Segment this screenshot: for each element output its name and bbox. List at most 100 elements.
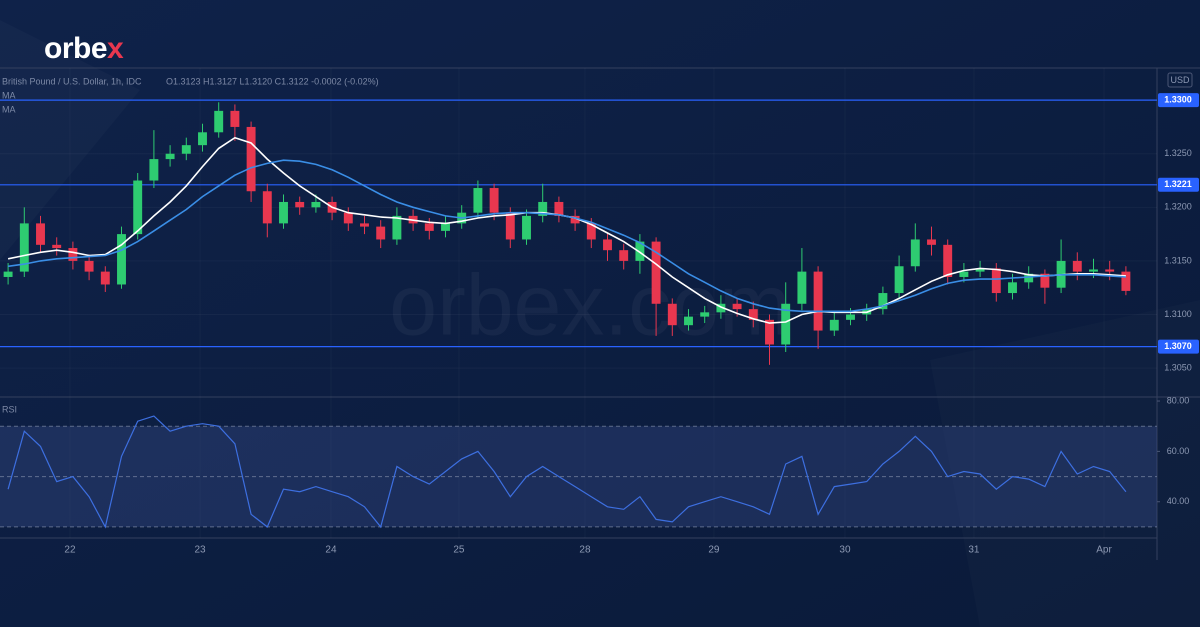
candle-body — [1072, 260, 1082, 272]
x-tick-label: Apr — [1096, 545, 1112, 556]
indicator-label: MA — [2, 104, 16, 114]
candle-body — [149, 159, 159, 181]
candle-body — [732, 303, 742, 310]
level-tag — [1158, 339, 1199, 354]
candle-body — [651, 241, 661, 304]
candle-body — [538, 201, 548, 216]
candle-body — [279, 201, 288, 224]
candle-body — [1121, 271, 1131, 291]
y-tick-label: 1.3050 — [1164, 362, 1192, 372]
candle-body — [1089, 269, 1098, 272]
y-tick-label: 60.00 — [1167, 446, 1190, 456]
candle-body — [910, 239, 920, 267]
candle-body — [1040, 273, 1050, 288]
candle-body — [684, 316, 693, 326]
watermark: orbex.com — [389, 258, 791, 354]
candle-body — [975, 268, 985, 272]
y-tick-label: 1.3150 — [1164, 255, 1192, 265]
indicator-label: RSI — [2, 404, 17, 414]
x-tick-label: 25 — [453, 545, 465, 556]
candle-body — [991, 268, 1001, 294]
candle-body — [846, 314, 855, 320]
candle-body — [1008, 282, 1017, 294]
candle-body — [343, 212, 353, 224]
candle-body — [133, 180, 143, 235]
candle-body — [19, 223, 29, 272]
candle-body — [52, 244, 62, 249]
indicator-label: MA — [2, 90, 16, 100]
candle-body — [165, 153, 175, 160]
candle-body — [797, 271, 807, 304]
candle-body — [36, 223, 45, 245]
y-tick-label: 1.3250 — [1164, 148, 1192, 158]
rsi-line — [7, 415, 1127, 529]
candle-body — [246, 126, 256, 192]
y-tick-label: 80.00 — [1167, 395, 1190, 405]
candle-body — [473, 188, 483, 213]
candle-body — [635, 241, 645, 261]
candle-body — [360, 223, 369, 227]
candle-body — [603, 239, 612, 251]
candle-body — [117, 234, 126, 285]
candle-body — [295, 201, 305, 208]
candle-body — [927, 239, 936, 245]
candle-body — [230, 110, 240, 127]
candle-body — [424, 223, 434, 231]
candle-body — [748, 309, 758, 320]
candle-body — [262, 191, 272, 224]
level-label: 1.3221 — [1164, 179, 1192, 189]
symbol-title: British Pound / U.S. Dollar, 1h, IDC — [2, 76, 142, 86]
candle-body — [214, 110, 224, 133]
candle-body — [619, 250, 629, 261]
x-tick-label: 31 — [968, 545, 980, 556]
level-label: 1.3070 — [1164, 341, 1192, 351]
candle-body — [84, 260, 94, 272]
level-tag — [1158, 93, 1199, 108]
currency: USD — [1170, 75, 1190, 85]
candle-body — [570, 215, 580, 224]
candle-body — [959, 271, 969, 277]
level-label: 1.3300 — [1164, 95, 1192, 105]
candle-body — [829, 319, 839, 331]
candle-body — [198, 132, 207, 146]
candle-body — [3, 271, 13, 277]
candle-body — [505, 212, 515, 240]
candle-body — [586, 223, 596, 240]
candle-body — [1024, 273, 1034, 283]
candle-body — [392, 215, 402, 240]
x-tick-label: 22 — [64, 545, 76, 556]
price-pane: 1.3250 1.3200 1.3150 1.3100 1.3050 22 23 24 25 28… — [0, 93, 1199, 556]
candle-body — [813, 271, 823, 331]
candle-body — [554, 201, 564, 216]
candle-body — [781, 303, 791, 345]
candle-body — [878, 293, 888, 310]
candle-body — [68, 248, 78, 261]
candle-body — [716, 303, 726, 313]
candle-body — [522, 215, 531, 240]
moving-average — [7, 159, 1126, 313]
candle-body — [667, 303, 677, 326]
candle-body — [943, 244, 953, 277]
candle-body — [894, 266, 904, 294]
candle-body — [1105, 269, 1115, 272]
candle-body — [700, 312, 710, 317]
rsi-pane: 80.00 60.00 40.00 — [0, 395, 1190, 529]
candle-body — [441, 223, 450, 231]
y-tick-label: 1.3100 — [1164, 309, 1192, 319]
logo: orbex — [44, 32, 124, 65]
candle-body — [765, 319, 774, 345]
candle-body — [100, 271, 110, 285]
level-tag — [1158, 177, 1199, 192]
x-tick-label: 28 — [579, 545, 591, 556]
currency-box — [1167, 72, 1193, 88]
x-tick-label: 24 — [325, 545, 337, 556]
x-tick-label: 29 — [708, 545, 720, 556]
candle-body — [376, 226, 386, 240]
y-tick-label: 1.3200 — [1164, 202, 1192, 212]
candle-body — [181, 145, 191, 154]
ohlc-readout: O1.3123 H1.3127 L1.3120 C1.3122 -0.0002 … — [166, 76, 379, 86]
candle-body — [489, 188, 499, 213]
y-tick-label: 40.00 — [1167, 496, 1190, 506]
